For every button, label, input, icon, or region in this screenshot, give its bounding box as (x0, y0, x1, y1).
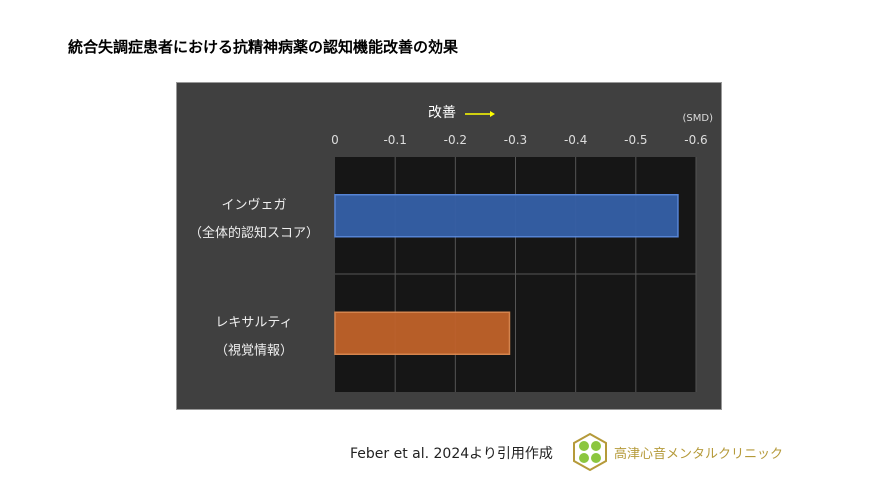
category-label: （視覚情報） (215, 343, 293, 358)
direction-label: 改善 (428, 105, 456, 121)
chart-title: 統合失調症患者における抗精神病薬の認知機能改善の効果 (68, 38, 459, 56)
x-tick-label: -0.3 (504, 133, 527, 147)
x-tick-label: 0 (331, 133, 339, 147)
x-tick-label: -0.4 (564, 133, 587, 147)
clinic-name: 高津心音メンタルクリニック (614, 447, 784, 462)
category-label: レキサルティ (215, 315, 292, 330)
bar (334, 311, 511, 355)
x-tick-label: -0.1 (383, 133, 406, 147)
x-tick-label: -0.5 (624, 133, 647, 147)
arrow-head-icon (490, 111, 495, 117)
clinic-logo-icon (573, 432, 607, 472)
source-citation: Feber et al. 2024より引用作成 (350, 446, 553, 462)
x-tick-label: -0.6 (684, 133, 707, 147)
category-label: （全体的認知スコア） (189, 225, 319, 241)
bar (334, 194, 679, 238)
x-tick-label: -0.2 (444, 133, 467, 147)
unit-label: (SMD) (683, 113, 714, 124)
category-label: インヴェガ (221, 197, 286, 213)
